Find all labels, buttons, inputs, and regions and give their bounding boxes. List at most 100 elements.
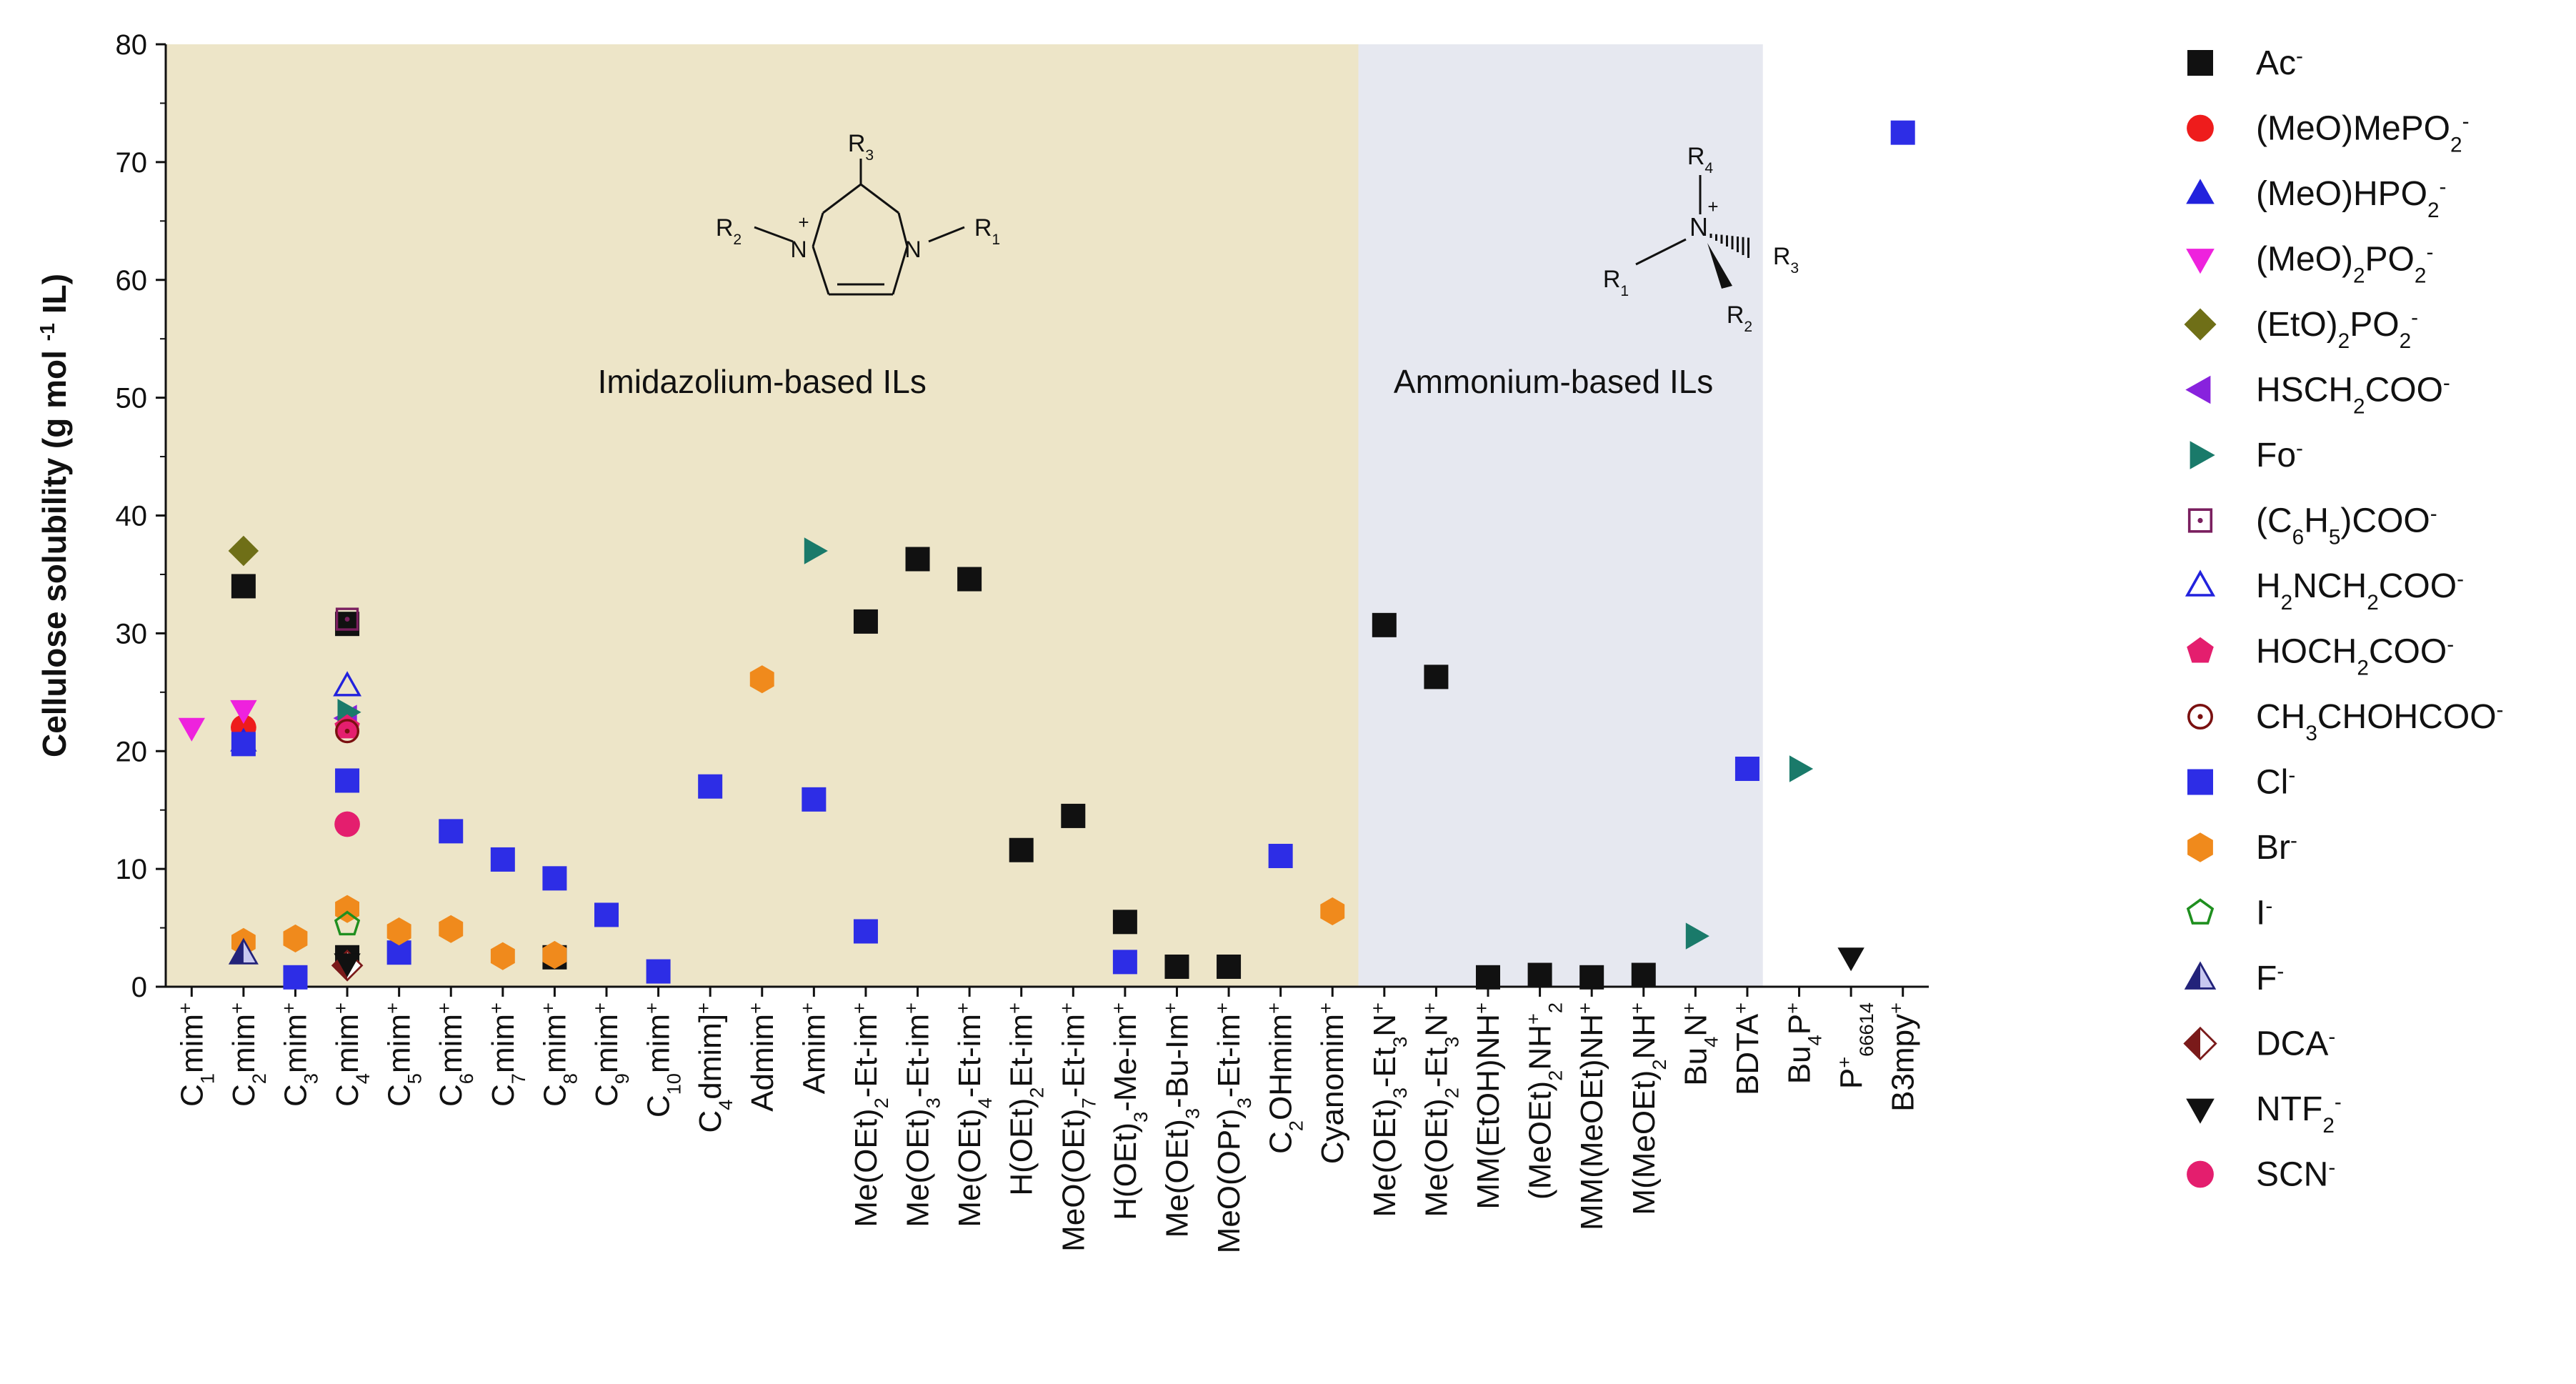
data-point <box>1527 962 1552 987</box>
substituent-bond <box>928 226 965 243</box>
data-point <box>1061 803 1086 828</box>
ring-bond <box>892 246 909 295</box>
legend-marker <box>2190 441 2215 469</box>
data-point <box>853 919 878 944</box>
legend-label: H2NCH2COO- <box>2256 567 2464 614</box>
x-tick-label: MM(EtOH)NH+ <box>1470 1002 1507 1210</box>
legend-label: (C6H5)COO- <box>2256 502 2437 549</box>
ring-bond <box>812 212 824 247</box>
x-tick-label: H(OEt)2Et-im+ <box>1003 1002 1047 1196</box>
x-tick-label: Bu4P+ <box>1781 1002 1825 1084</box>
ammonium-r2-label: R2 <box>1727 302 1752 335</box>
data-point <box>1424 664 1449 689</box>
data-point <box>1320 897 1345 925</box>
data-point <box>178 717 205 742</box>
legend-marker <box>2187 1160 2214 1188</box>
y-tick-label: 0 <box>131 972 147 1003</box>
data-point <box>646 959 671 984</box>
legend-marker <box>2186 1098 2215 1124</box>
legend-label: Ac- <box>2256 44 2303 83</box>
region-label: Imidazolium-based ILs <box>598 363 927 400</box>
x-tick-label: Me(OEt)4-Et-im+ <box>952 1002 996 1228</box>
x-tick-label: B3mpy+ <box>1884 1002 1921 1112</box>
data-point <box>333 671 362 697</box>
x-tick-label: C10mim+ <box>640 1002 684 1117</box>
data-point <box>490 942 515 970</box>
data-point <box>334 811 360 837</box>
legend-label: Br- <box>2256 829 2297 867</box>
legend-label: (MeO)2PO2- <box>2256 240 2433 287</box>
data-point <box>1164 954 1189 979</box>
x-tick-label: C8mim+ <box>536 1002 581 1107</box>
data-point <box>1789 755 1814 782</box>
region-band <box>1358 44 1763 987</box>
x-tick-label: C7mim+ <box>484 1002 529 1107</box>
data-point <box>335 719 360 744</box>
data-point <box>439 915 464 943</box>
ammonium-charge-label: + <box>1707 196 1718 217</box>
x-tick-label: M(MeOEt)2NH+ <box>1625 1002 1669 1215</box>
x-tick-label: Admim+ <box>744 1002 780 1112</box>
x-tick-label: Me(OEt)3-Et3N+ <box>1366 1002 1410 1218</box>
data-point <box>542 866 567 891</box>
data-point <box>802 787 827 812</box>
imidazolium-r2-label: R2 <box>716 214 742 248</box>
legend-label: F- <box>2256 960 2284 998</box>
legend-label: HSCH2COO- <box>2256 371 2450 418</box>
x-tick-label: H(OEt)3-Me-im+ <box>1107 1002 1151 1220</box>
data-point <box>335 607 359 631</box>
data-point <box>1009 837 1034 862</box>
x-tick-label: C2mim+ <box>225 1002 269 1107</box>
ring-bond <box>860 183 899 214</box>
data-point <box>594 902 619 927</box>
legend-label: Fo- <box>2256 437 2303 475</box>
legend-label: SCN- <box>2256 1155 2335 1194</box>
x-tick-label: P+66614 <box>1833 1002 1877 1089</box>
data-point <box>1837 947 1864 972</box>
data-point <box>542 940 567 969</box>
ring-bond <box>897 212 909 247</box>
legend-marker <box>2187 508 2213 533</box>
data-point <box>905 547 930 572</box>
legend-label: Cl- <box>2256 763 2295 802</box>
imidazolium-r1-label: R1 <box>974 214 1000 248</box>
data-point <box>1112 950 1137 975</box>
data-point <box>231 574 256 599</box>
y-tick-label: 30 <box>116 618 148 649</box>
imidazolium-n-label: N <box>904 237 921 262</box>
legend-marker <box>2187 703 2214 730</box>
data-point <box>1890 120 1915 145</box>
legend-marker <box>2187 637 2214 663</box>
data-points <box>178 120 1915 990</box>
x-tick-label: C5mim+ <box>381 1002 425 1107</box>
ring-bond <box>812 246 830 295</box>
ammonium-r4-label: R4 <box>1687 143 1714 176</box>
legend-marker <box>2185 375 2211 404</box>
x-tick-label: C3mim+ <box>277 1002 321 1107</box>
data-point <box>231 732 256 757</box>
substituent-bond <box>1635 238 1687 266</box>
x-tick-label: C9mim+ <box>589 1002 633 1107</box>
legend-marker <box>2184 308 2217 341</box>
legend-label: (MeO)HPO2- <box>2256 175 2446 222</box>
data-point <box>1268 843 1293 868</box>
data-point <box>698 774 723 799</box>
data-point <box>1112 910 1137 935</box>
x-tick-label: Bu4N+ <box>1677 1002 1722 1086</box>
data-point <box>1579 965 1604 990</box>
wedge-bond <box>1707 243 1732 289</box>
region-band <box>166 44 1359 987</box>
y-tick-label: 70 <box>116 147 148 179</box>
data-point <box>335 612 360 637</box>
ring-bond <box>822 183 862 214</box>
ammonium-n-label: N <box>1689 212 1708 242</box>
x-tick-label: C4mim+ <box>329 1002 374 1107</box>
imidazolium-r3-label: R3 <box>848 130 874 164</box>
data-point <box>853 609 878 634</box>
legend-label: CH3CHOHCOO- <box>2256 698 2503 745</box>
x-tick-label: Me(OEt)3-Et-im+ <box>899 1002 944 1228</box>
legend-marker <box>2184 961 2217 990</box>
chart-regions: Imidazolium-based ILs Ammonium-based ILs <box>166 44 1763 987</box>
legend-marker <box>2186 179 2215 204</box>
